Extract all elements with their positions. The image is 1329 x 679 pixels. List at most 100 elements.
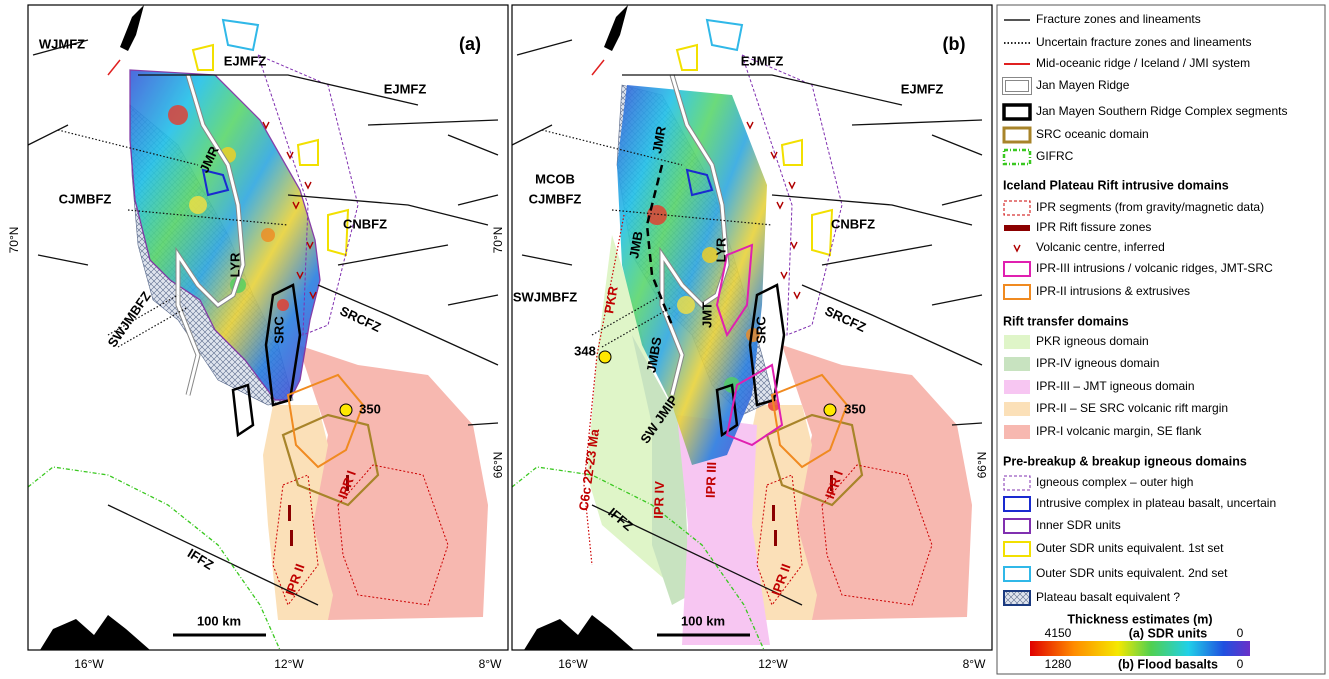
- colorbar-title: Thickness estimates (m): [1067, 612, 1212, 626]
- outer-sdr-2: [707, 20, 742, 50]
- scale-label: 100 km: [197, 613, 241, 628]
- thickness-patch: [189, 196, 207, 214]
- legend-label: Inner SDR units: [1036, 518, 1121, 532]
- fracture-zone: [468, 423, 498, 425]
- feature-label: IFFZ: [185, 545, 216, 572]
- fracture-zone: [952, 423, 982, 425]
- legend-label: GIFRC: [1036, 149, 1074, 163]
- thickness-patch: [277, 299, 289, 311]
- longitude-label: 12°W: [274, 657, 304, 671]
- latitude-label: 70°N: [7, 227, 21, 254]
- fracture-zone: [38, 255, 88, 265]
- feature-label: LYR: [713, 237, 728, 262]
- legend-swatch: [1004, 425, 1030, 439]
- figure: 100 km (a) 70°N 66°N 16°W 12°W 8°W WJMFZ EJMFZ EJ…: [0, 0, 1329, 679]
- scale-label: 100 km: [681, 613, 725, 628]
- map-panel: 100 km(b)70°N66°N16°W12°W8°WEJMFZEJMFZJM…: [491, 5, 992, 671]
- mid-ocean-ridge: [108, 60, 120, 75]
- outer-sdr-2: [223, 20, 258, 50]
- land: [524, 615, 634, 650]
- latitude-label: 70°N: [491, 227, 505, 254]
- legend-label: Volcanic centre, inferred: [1036, 240, 1165, 254]
- mid-ocean-ridge: [592, 60, 604, 75]
- thickness-patch: [168, 105, 188, 125]
- feature-label: SRCFZ: [823, 303, 869, 335]
- legend-heading: Rift transfer domains: [1003, 314, 1129, 328]
- feature-label: 350: [844, 401, 866, 416]
- feature-label: 348: [574, 343, 596, 358]
- feature-label: 350: [359, 401, 381, 416]
- legend-swatch: [1004, 591, 1030, 605]
- map-body: [28, 5, 498, 650]
- volcano-symbol: [777, 202, 783, 208]
- feature-label: MCOB: [535, 171, 575, 186]
- map-body: [512, 5, 982, 650]
- legend-label: PKR igneous domain: [1036, 334, 1149, 348]
- legend-heading: Iceland Plateau Rift intrusive domains: [1003, 178, 1229, 192]
- thickness-patch: [261, 228, 275, 242]
- fracture-zone: [458, 195, 498, 205]
- legend-swatch: [1004, 225, 1030, 231]
- latitude-label: 66°N: [491, 452, 505, 479]
- outer-sdr-1: [782, 140, 802, 165]
- legend-label: IPR segments (from gravity/magnetic data…: [1036, 200, 1264, 214]
- rift-fissure: [772, 505, 775, 521]
- legend-swatch: [1004, 380, 1030, 394]
- legend-label: IPR-II intrusions & extrusives: [1036, 284, 1190, 298]
- fracture-zone: [318, 285, 498, 365]
- gifrc: [28, 467, 280, 650]
- colorbar-min: 0: [1237, 657, 1244, 671]
- legend-label: IPR-IV igneous domain: [1036, 356, 1159, 370]
- fracture-zone: [288, 195, 488, 225]
- longitude-label: 8°W: [963, 657, 986, 671]
- fracture-zone: [932, 295, 982, 305]
- colorbar-min: 0: [1237, 626, 1244, 640]
- map-panel: 100 km(a)70°N66°N16°W12°W8°WWJMFZEJMFZEJ…: [7, 5, 508, 671]
- outer-sdr-1: [812, 210, 832, 255]
- rift-fissure: [288, 505, 291, 521]
- volcano-symbol: [791, 242, 797, 248]
- fracture-zone: [512, 125, 552, 145]
- colorbar-name: (a) SDR units: [1129, 626, 1208, 640]
- fracture-zone: [822, 245, 932, 265]
- legend-swatch: [1004, 357, 1030, 371]
- fracture-zone: [517, 40, 572, 55]
- feature-label: CJMBFZ: [59, 191, 112, 206]
- fracture-zone: [368, 120, 498, 125]
- feature-label: EJMFZ: [901, 81, 944, 96]
- feature-label: CNBFZ: [343, 216, 387, 231]
- legend-label: Intrusive complex in plateau basalt, unc…: [1036, 496, 1276, 510]
- legend-label: IPR Rift fissure zones: [1036, 220, 1151, 234]
- legend-label: Jan Mayen Southern Ridge Complex segment…: [1036, 104, 1287, 118]
- legend-label: Mid-oceanic ridge / Iceland / JMI system: [1036, 56, 1250, 70]
- outer-sdr-1: [677, 45, 697, 70]
- colorbar-name: (b) Flood basalts: [1118, 657, 1218, 671]
- legend-heading: Pre-breakup & breakup igneous domains: [1003, 454, 1247, 468]
- colorbar-max: 1280: [1045, 657, 1072, 671]
- panel-label: (b): [943, 34, 966, 54]
- feature-label: EJMFZ: [741, 53, 784, 68]
- site-marker: [340, 404, 352, 416]
- legend-label: Fracture zones and lineaments: [1036, 12, 1201, 26]
- site-marker: [824, 404, 836, 416]
- panel-label: (a): [459, 34, 481, 54]
- feature-label: SRC: [753, 316, 768, 344]
- land: [40, 615, 150, 650]
- longitude-label: 16°W: [74, 657, 104, 671]
- volcano-symbol: [794, 292, 800, 298]
- legend-label: Igneous complex – outer high: [1036, 475, 1193, 489]
- feature-label: WJMFZ: [39, 36, 85, 51]
- legend-label: IPR-II – SE SRC volcanic rift margin: [1036, 401, 1228, 415]
- feature-label: IPR IV: [651, 481, 667, 519]
- colorbar: [1030, 641, 1250, 656]
- legend-label: Plateau basalt equivalent ?: [1036, 590, 1180, 604]
- fracture-zone: [338, 245, 448, 265]
- fracture-zone: [942, 195, 982, 205]
- outer-sdr-1: [298, 140, 318, 165]
- jan-mayen-island: [604, 5, 628, 51]
- legend-label: Outer SDR units equivalent. 1st set: [1036, 541, 1224, 555]
- jan-mayen-island: [120, 5, 144, 51]
- latitude-label: 66°N: [975, 452, 989, 479]
- feature-label: JMT: [699, 302, 714, 328]
- feature-label: LYR: [227, 252, 242, 277]
